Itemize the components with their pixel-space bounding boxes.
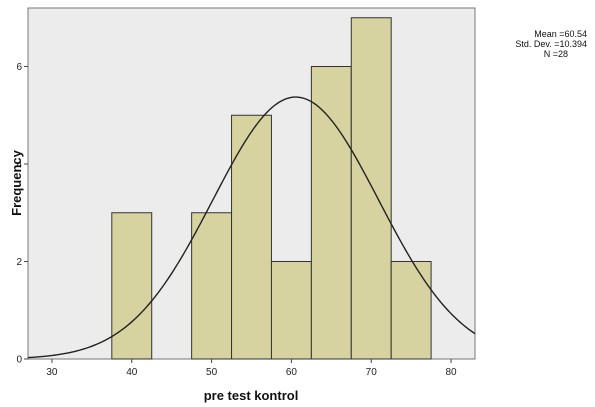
normal-curve xyxy=(27,96,476,359)
x-tick-label: 80 xyxy=(445,367,457,378)
y-axis-title: Frequency xyxy=(9,149,24,216)
x-axis-title: pre test kontrol xyxy=(204,388,299,403)
histogram-bar xyxy=(310,66,352,360)
y-tick-label: 2 xyxy=(16,257,22,268)
stat-std-dev: Std. Dev. =10.394 xyxy=(515,39,587,49)
histogram-bar xyxy=(390,261,432,360)
stat-mean: Mean =60.54 xyxy=(534,29,587,39)
x-tick-label: 70 xyxy=(366,367,378,378)
bars-group xyxy=(111,17,432,360)
y-axis-ticks: 0 2 4 6 xyxy=(16,62,28,366)
histogram-bar xyxy=(270,261,312,360)
x-axis-ticks: 30 40 50 60 70 80 xyxy=(46,359,457,378)
histogram-bar xyxy=(231,114,272,360)
x-tick-label: 30 xyxy=(46,367,58,378)
y-tick-label: 6 xyxy=(16,62,22,73)
x-tick-label: 60 xyxy=(286,367,298,378)
y-tick-label: 0 xyxy=(16,355,22,366)
histogram-bar xyxy=(350,17,392,360)
stat-n: N =28 xyxy=(544,49,568,59)
x-tick-label: 50 xyxy=(206,367,218,378)
histogram-bar xyxy=(111,212,153,360)
histogram-bar xyxy=(191,212,233,360)
stats-box: Mean =60.54 Std. Dev. =10.394 N =28 xyxy=(515,29,587,59)
y-tick-label: 4 xyxy=(16,160,22,171)
x-tick-label: 40 xyxy=(126,367,138,378)
